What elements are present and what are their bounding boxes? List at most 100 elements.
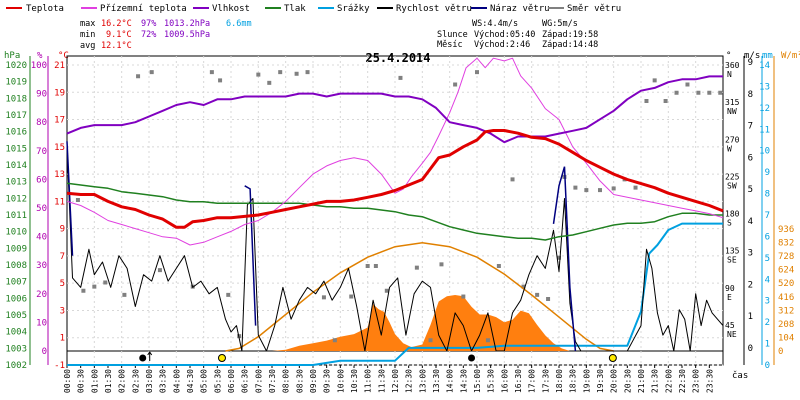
wm2-tick-label: 936 [778,225,794,235]
time-tick-label: 09:00 [309,369,318,393]
wind-direction-point [75,198,80,202]
wm2-tick-label: 728 [778,252,794,262]
wind-direction-point [496,264,501,268]
c-tick-label: -1 [54,361,65,371]
wind-direction-point [384,288,389,293]
wind-direction-point [209,70,214,75]
dir-tick-name: SW [727,181,737,190]
hpa-tick-label: 1006 [5,294,27,304]
time-tick-label: 21:30 [651,369,660,393]
wind-direction-point [218,78,223,83]
wind-direction-point [149,70,154,75]
legend-item-prizemni-teplota: Přízemní teplota [81,4,187,14]
sunset-marker [608,354,617,362]
marker-layer [139,351,617,362]
mm-tick-label: 10 [759,147,770,157]
pct-tick-label: 80 [36,118,47,128]
ms-tick-label: 4 [748,217,753,227]
dir-tick-deg: 270 [725,135,740,144]
time-tick-label: 13:30 [432,369,441,393]
stats-min-hum: 72% [141,30,156,40]
wind-direction-point [557,255,561,260]
dir-tick-deg: 45 [725,321,735,330]
time-tick-label: 03:30 [159,369,168,393]
solar-measured-area [272,295,570,351]
legend-item-srazky: Srážky [318,4,370,14]
time-tick-label: 08:30 [295,369,304,393]
wm2-tick-label: 208 [778,320,794,330]
pct-tick-label: 20 [36,290,47,300]
rain-line [67,222,723,366]
hpa-tick-label: 1007 [5,278,27,288]
time-tick-label: 20:30 [623,369,632,393]
time-tick-label: 04:30 [186,369,195,393]
wind-direction-point [414,265,419,270]
wind-direction-point [696,90,701,95]
info-block: WS:4.4m/s WG:5m/s Slunce Východ:05:40 Zá… [437,19,598,50]
plot-area [66,55,724,366]
mm-tick-label: 7 [765,211,770,221]
hpa-tick-label: 1019 [5,78,27,88]
stats-min-temp: 9.1°C [106,30,132,40]
c-tick-label: 13 [54,170,65,180]
time-tick-label: 05:30 [213,369,222,393]
dir-tick-deg: 90 [725,284,735,293]
ms-tick-label: 3 [748,249,753,259]
time-tick-label: 00:30 [77,369,86,393]
wind-direction-point [428,338,433,343]
wind-direction-point [81,288,86,293]
dir-tick-name: W [727,144,732,153]
pct-tick-label: 60 [36,175,47,185]
wind-wg: WG:5m/s [542,19,578,29]
moon-label: Měsíc [437,40,463,50]
wind-direction-point [461,294,466,299]
wind-direction-point [398,75,403,80]
wind-gust-line [66,141,74,256]
wind-direction-point [349,294,354,299]
dir-tick-name: NW [727,107,737,116]
pct-tick-label: 50 [36,204,47,214]
wind-direction-point [644,99,649,103]
legend-label-teplota: Teplota [26,4,64,14]
wind-direction-point [439,262,444,267]
left-unit-headers: hPa % °C [4,51,69,61]
axis-c: 21 19 17 15 13 11 9 7 5 3 1 -1 [54,61,65,371]
mm-tick-label: 2 [765,318,770,328]
wind-gust-line [552,166,577,352]
c-tick-label: 9 [60,225,65,235]
c-tick-label: 3 [60,306,65,316]
wind-direction-point [685,82,690,87]
time-tick-label: 19:00 [582,369,591,393]
wind-direction-point [321,295,326,300]
dir-tick-name: NE [727,330,737,339]
wind-direction-point [521,284,526,289]
ms-tick-label: 2 [748,280,753,290]
dir-tick-deg: 135 [725,247,740,256]
chart-title: 25.4.2014 [365,51,430,65]
wind-direction-point [136,74,141,79]
moonset-marker [468,354,476,362]
stats-max-label: max [80,19,95,29]
unit-hpa: hPa [4,51,20,61]
time-tick-label: 07:30 [268,369,277,393]
moonrise-marker [139,354,147,362]
time-tick-label: 14:30 [459,369,468,393]
wm2-tick-label: 104 [778,333,794,343]
hpa-tick-label: 1020 [5,61,27,71]
axis-solar: 936 832 728 624 520 416 312 208 104 0 [778,225,794,357]
wind-direction-point [103,280,108,285]
mm-tick-label: 12 [759,104,770,114]
wind-direction-point [707,90,712,95]
time-tick-label: 15:00 [473,369,482,393]
pct-tick-label: 90 [36,90,47,100]
time-tick-label: 05:00 [200,369,209,393]
pct-tick-label: 0 [42,347,47,357]
wind-direction-point [267,80,272,85]
time-tick-label: 13:00 [418,369,427,393]
wind-direction-point [718,90,723,95]
wind-direction-point [535,292,540,297]
stats-max-temp: 16.2°C [101,19,132,29]
